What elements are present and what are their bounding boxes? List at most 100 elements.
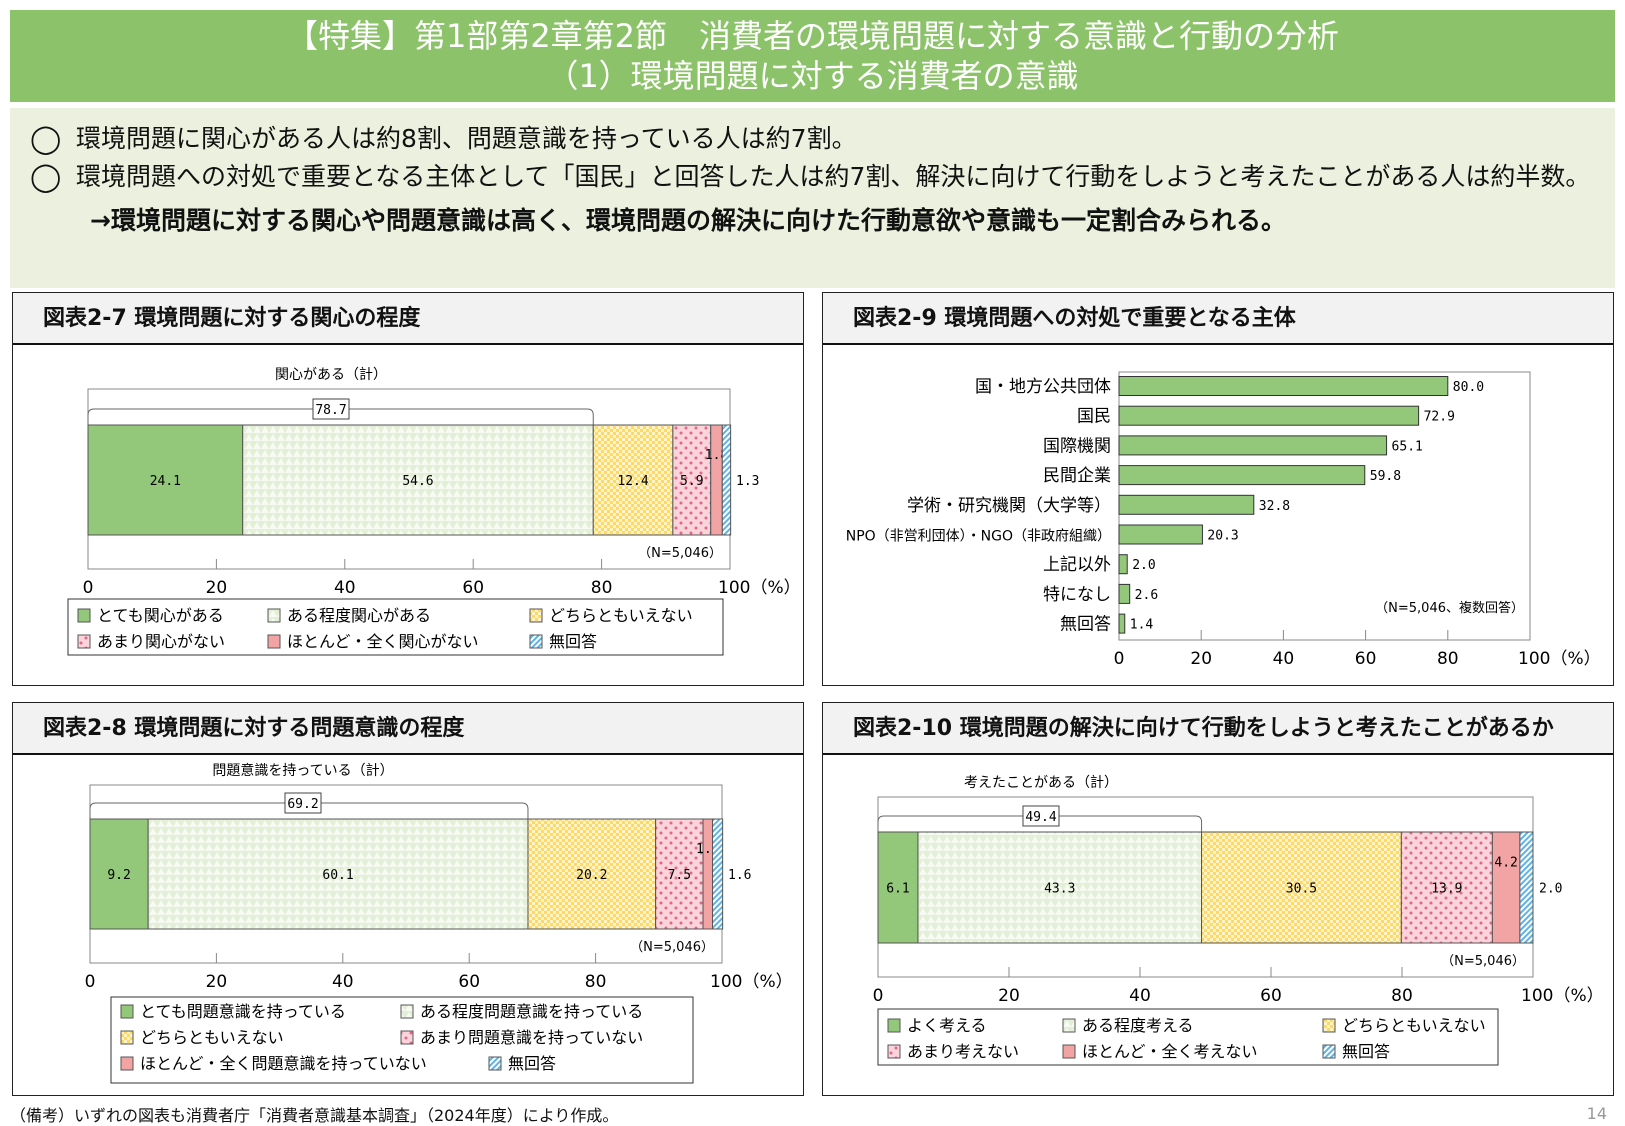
bar [1118, 435, 1388, 456]
summary-text: 環境問題に関心がある人は約8割、問題意識を持っている人は約7割。 [76, 124, 857, 153]
sample-size-note: （N=5,046） [1441, 954, 1525, 969]
legend-label: あまり関心がない [97, 632, 225, 651]
data-label: 32.8 [1259, 499, 1290, 514]
category-label: 国際機関 [1043, 436, 1111, 456]
bar [1118, 465, 1366, 486]
category-label: 学術・研究機関（大学等） [907, 496, 1111, 516]
summary-text: 環境問題への対処で重要となる主体として「国民」と回答した人は約7割、解決に向けて… [76, 162, 1591, 191]
panel-fig27: 図表2-7 環境問題に対する関心の程度 関心がある（計） 78.7 24.1 54.6… [12, 292, 804, 686]
data-label: 5.9 [680, 474, 703, 489]
legend-label: とても問題意識を持っている [140, 1002, 346, 1021]
bar-segment [710, 424, 723, 536]
x-tick-label: 80 [585, 972, 607, 992]
legend-swatch [120, 1056, 134, 1071]
summary-conclusion: →環境問題に対する関心や問題意識は高く、環境問題の解決に向けた行動意欲や意識も一… [90, 206, 1286, 235]
x-tick-label: 0 [83, 578, 94, 598]
data-label: 2.6 [1135, 588, 1158, 603]
bar-segment [1201, 831, 1402, 944]
legend-swatch [400, 1004, 414, 1019]
chart-fig28: 問題意識を持っている（計）69.29.2 60.1 20.2 7.51.51.6（N=… [85, 762, 793, 1084]
panel-fig29: 図表2-9 環境問題への対処で重要となる主体 国・地方公共団体 80.0 国民 72.… [822, 292, 1614, 686]
x-tick-label: 80 [1437, 649, 1459, 669]
x-tick-label: 100（%） [1518, 649, 1601, 669]
x-tick-label: 40 [1129, 986, 1151, 1006]
panel-title: 図表2-10 環境問題の解決に向けて行動をしようと考えたことがあるか [823, 703, 1613, 755]
bracket-value: 49.4 [1025, 810, 1056, 825]
data-label: 7.5 [668, 868, 691, 883]
x-tick-label: 80 [591, 578, 613, 598]
chart-fig27: 関心がある（計）78.724.1 54.6 12.4 5.91.81.3（N=5,04… [67, 367, 801, 656]
bar-segment [592, 424, 674, 536]
category-label: 国民 [1077, 407, 1111, 427]
bullet-circle-icon: ◯ [30, 160, 62, 193]
bar-segment [89, 818, 149, 930]
legend-swatch [77, 608, 91, 623]
header-subtitle: （1）環境問題に対する消費者の意識 [546, 57, 1079, 95]
bracket-value: 69.2 [287, 797, 318, 812]
data-label: 12.4 [617, 474, 648, 489]
data-label: 1.4 [1130, 618, 1154, 633]
category-label: 上記以外 [1043, 555, 1111, 575]
legend-swatch [887, 1044, 901, 1059]
bracket-caption: 問題意識を持っている（計） [212, 762, 393, 779]
panel-fig28: 図表2-8 環境問題に対する問題意識の程度 問題意識を持っている（計） 69.2 9… [12, 702, 804, 1096]
panel-fig210: 図表2-10 環境問題の解決に向けて行動をしようと考えたことがあるか 考えたこと… [822, 702, 1614, 1096]
x-tick-label: 100（%） [710, 972, 793, 992]
bar-segment [87, 424, 244, 536]
data-label: 6.1 [886, 882, 909, 897]
legend-swatch [77, 634, 91, 649]
legend-swatch [120, 1030, 134, 1045]
data-label: 59.8 [1370, 469, 1401, 484]
legend-label: あまり問題意識を持っていない [420, 1028, 643, 1047]
legend-label: ほとんど・全く考えない [1082, 1042, 1258, 1061]
legend-swatch [267, 608, 281, 623]
bar-segment [702, 818, 714, 930]
category-label: 無回答 [1060, 615, 1111, 635]
x-tick-label: 0 [1114, 649, 1125, 669]
data-label: 2.0 [1539, 882, 1562, 897]
x-tick-label: 100（%） [718, 578, 801, 598]
legend-label: どちらともいえない [1342, 1016, 1486, 1035]
legend-label: ほとんど・全く問題意識を持っていない [140, 1054, 427, 1073]
x-tick-label: 60 [462, 578, 484, 598]
data-label: 4.2 [1494, 856, 1517, 871]
bracket-value: 78.7 [315, 403, 346, 418]
sample-size-note: （N=5,046） [638, 546, 722, 561]
legend-swatch [1322, 1044, 1336, 1059]
data-label: 9.2 [107, 868, 130, 883]
data-label: 65.1 [1392, 439, 1423, 454]
x-tick-label: 20 [206, 578, 228, 598]
panel-title: 図表2-8 環境問題に対する問題意識の程度 [13, 703, 803, 755]
sample-size-note: （N=5,046） [630, 940, 714, 955]
bar-segment [655, 818, 704, 930]
legend-swatch [529, 634, 543, 649]
bar-segment [1519, 831, 1534, 944]
legend-swatch [1062, 1018, 1076, 1033]
bar [1118, 494, 1255, 515]
bar-segment [712, 818, 724, 930]
data-label: 72.9 [1424, 410, 1455, 425]
page-number: 14 [1586, 1104, 1607, 1123]
x-tick-label: 0 [85, 972, 96, 992]
category-label: 特になし [1043, 585, 1111, 605]
legend-label: 無回答 [1342, 1042, 1390, 1061]
summary-point: ◯ 環境問題に関心がある人は約8割、問題意識を持っている人は約7割。 [30, 120, 1615, 158]
data-label: 80.0 [1453, 380, 1484, 395]
bar [1118, 405, 1420, 426]
x-tick-label: 40 [332, 972, 354, 992]
legend-swatch [267, 634, 281, 649]
bar-segment [242, 424, 594, 536]
legend-label: どちらともいえない [140, 1028, 284, 1047]
bracket-value-box [312, 398, 350, 420]
bracket-value-box [1022, 805, 1060, 827]
bar-segment [917, 831, 1203, 944]
x-tick-label: 60 [1260, 986, 1282, 1006]
legend-swatch [887, 1018, 901, 1033]
legend-label: あまり考えない [907, 1042, 1019, 1061]
data-label: 30.5 [1286, 882, 1317, 897]
data-label: 20.2 [576, 868, 607, 883]
data-label: 1.3 [736, 474, 759, 489]
page-header: 【特集】第1部第2章第2節 消費者の環境問題に対する意識と行動の分析 （1）環境… [10, 10, 1615, 102]
legend-swatch [1062, 1044, 1076, 1059]
legend-label: ある程度考える [1082, 1016, 1194, 1035]
